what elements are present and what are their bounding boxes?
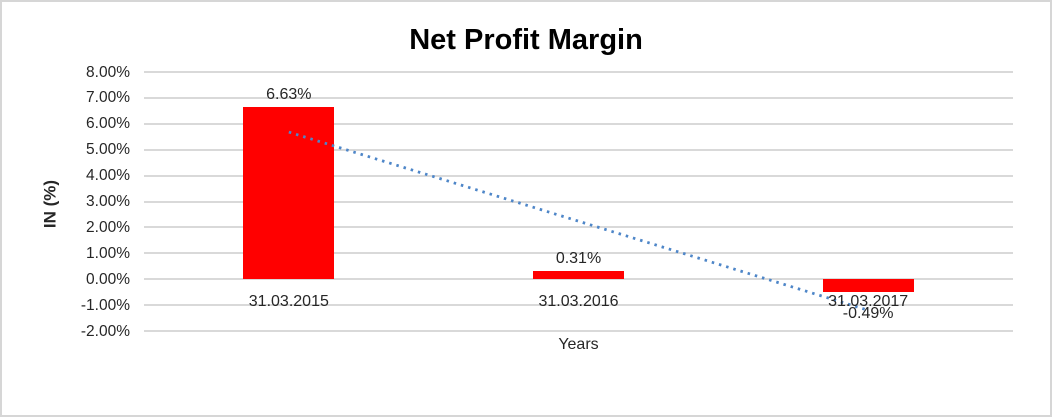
y-tick-label: 3.00% xyxy=(86,193,130,210)
y-tick-label: -2.00% xyxy=(80,322,130,340)
chart-title: Net Profit Margin xyxy=(409,24,643,56)
data-label: 6.63% xyxy=(266,86,312,104)
x-axis-title: Years xyxy=(558,336,599,353)
gridline xyxy=(144,96,1013,99)
y-tick-label: 1.00% xyxy=(86,244,130,262)
x-category-label: 31.03.2017 xyxy=(828,293,909,311)
y-tick-label: 8.00% xyxy=(86,63,130,81)
y-tick-label: 6.00% xyxy=(86,115,130,133)
y-tick-label: 7.00% xyxy=(86,89,130,107)
gridline xyxy=(144,71,1013,73)
y-tick-label: 2.00% xyxy=(86,218,130,236)
data-label: -0.49% xyxy=(842,304,894,322)
x-category-label: 31.03.2015 xyxy=(248,293,329,311)
data-label: 0.31% xyxy=(555,250,602,268)
gridline xyxy=(144,122,1013,125)
y-tick-label: 5.00% xyxy=(86,141,130,159)
bar-31.03.2017[interactable] xyxy=(822,279,914,292)
x-category-label: 31.03.2016 xyxy=(538,293,619,311)
y-tick-label: 4.00% xyxy=(86,167,130,185)
y-tick-label: -1.00% xyxy=(80,296,130,314)
bar-31.03.2015[interactable] xyxy=(243,107,335,280)
y-tick-label: 0.00% xyxy=(86,270,130,288)
gridline xyxy=(144,330,1013,332)
bar-31.03.2016[interactable] xyxy=(533,271,624,280)
